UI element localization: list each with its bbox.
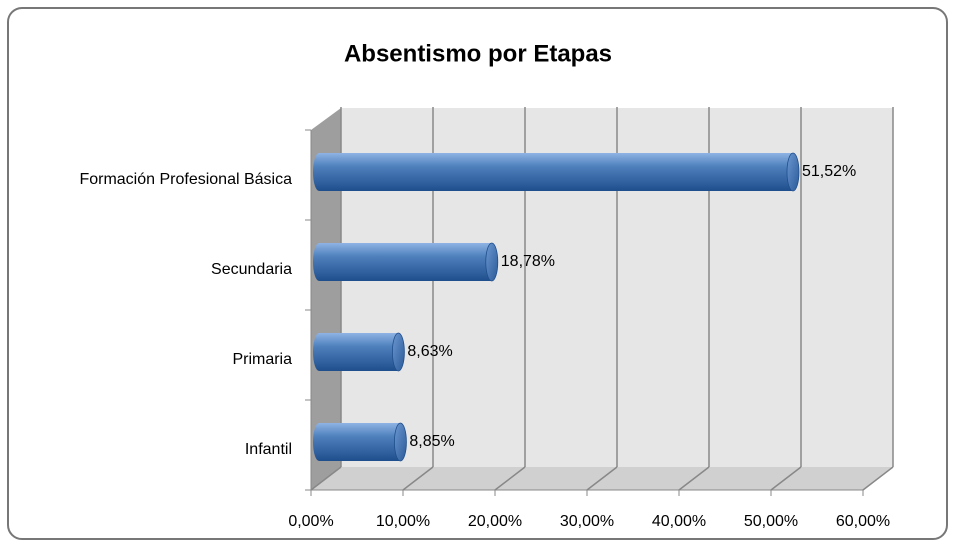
x-tick-label: 30,00% [560, 513, 614, 530]
floor-grid-line [310, 466, 342, 491]
bar [313, 422, 407, 462]
value-label: 8,63% [407, 343, 452, 360]
bar-end-cap [391, 332, 405, 372]
bar-body [319, 243, 492, 281]
bar-end-cap [786, 152, 800, 192]
chart-title: Absentismo por Etapas [344, 40, 612, 67]
y-tick-label: Formación Profesional Básica [79, 171, 292, 188]
floor-grid-line [770, 466, 802, 491]
bar [313, 242, 499, 282]
bar [313, 332, 405, 372]
floor-grid-line [862, 466, 894, 491]
floor-grid-line [402, 466, 434, 491]
x-tick-label: 60,00% [836, 513, 890, 530]
x-tick-label: 20,00% [468, 513, 522, 530]
value-label: 51,52% [802, 163, 856, 180]
value-label: 18,78% [501, 253, 555, 270]
floor-grid-line [586, 466, 618, 491]
bar-body [319, 423, 401, 461]
x-tick-label: 40,00% [652, 513, 706, 530]
bar-end-cap [394, 422, 407, 462]
x-tick-label: 50,00% [744, 513, 798, 530]
y-tick-label: Secundaria [211, 261, 292, 278]
y-tick-label: Infantil [245, 441, 292, 458]
floor-grid-line [678, 466, 710, 491]
x-tick-label: 10,00% [376, 513, 430, 530]
value-label: 8,85% [409, 433, 454, 450]
bar-body [319, 333, 399, 371]
side-wall [311, 108, 341, 490]
bar-end-cap [485, 242, 499, 282]
y-tick-label: Primaria [232, 351, 292, 368]
x-tick-label: 0,00% [288, 513, 333, 530]
bar-body [319, 153, 793, 191]
floor-grid-line [494, 466, 526, 491]
bar [313, 152, 800, 192]
